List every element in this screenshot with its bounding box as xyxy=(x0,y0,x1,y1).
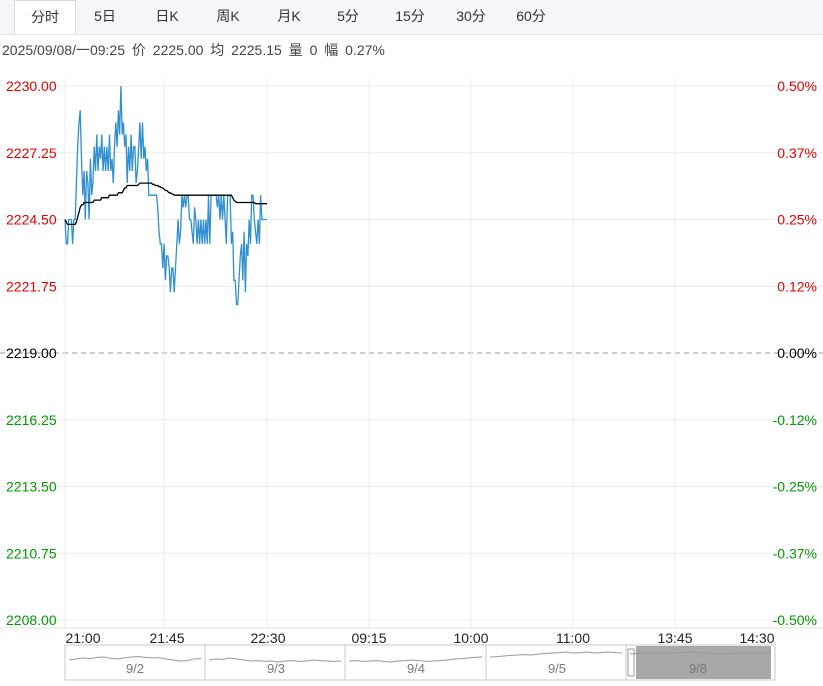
x-tick-label: 22:30 xyxy=(250,630,285,646)
price-line xyxy=(64,85,267,306)
x-tick-label: 21:45 xyxy=(149,630,184,646)
pct-tick-label: -0.37% xyxy=(773,545,817,561)
navigator-date-label: 9/4 xyxy=(407,661,425,676)
y-tick-label: 2230.00 xyxy=(6,78,57,94)
x-tick-label: 11:00 xyxy=(556,630,590,646)
chart-grid xyxy=(0,78,823,629)
tab-9[interactable]: 60分 xyxy=(516,8,546,24)
y-tick-label: 2221.75 xyxy=(6,278,57,294)
navigator-trend xyxy=(348,656,483,663)
price-axis: 2230.00 2227.25 2224.50 2221.75 2219.00 2216.… xyxy=(6,78,57,628)
navigator-trend xyxy=(489,651,623,658)
pct-tick-label: -0.12% xyxy=(773,412,817,428)
y-tick-label: 2216.25 xyxy=(6,412,57,428)
navigator-frame xyxy=(64,644,776,681)
time-axis: 21:00 21:45 22:30 09:15 10:00 11:00 13:45 14:30 xyxy=(65,630,774,646)
period-tab-bar: 分时 5日 日K 周K 月K 5分 15分 30分 60分 xyxy=(0,0,823,35)
y-tick-label: 2213.50 xyxy=(6,479,57,495)
navigator-date-label: 9/3 xyxy=(267,661,285,676)
pct-tick-label: -0.50% xyxy=(773,612,817,628)
pct-tick-label: 0.50% xyxy=(777,78,817,94)
info-datetime: 2025/09/08/一09:25 xyxy=(2,42,125,58)
navigator-date-label: 9/8 xyxy=(689,661,707,676)
y-tick-label: 2227.25 xyxy=(6,145,57,161)
tab-1[interactable]: 分时 xyxy=(14,0,76,34)
y-tick-label: 2219.00 xyxy=(6,345,57,361)
date-navigator[interactable]: 9/2 9/3 9/4 9/5 9/8 xyxy=(64,644,776,681)
x-tick-label: 10:00 xyxy=(453,630,488,646)
info-price-label: 价 xyxy=(131,42,146,58)
navigator-date-label: 9/2 xyxy=(126,661,144,676)
chart-series xyxy=(64,85,267,306)
percent-axis: 0.50% 0.37% 0.25% 0.12% 0.00% -0.12% -0.25% -0.… xyxy=(773,78,817,628)
y-tick-label: 2208.00 xyxy=(6,612,57,628)
pct-tick-label: 0.37% xyxy=(777,145,817,161)
tab-3[interactable]: 日K xyxy=(155,8,179,24)
quote-info-bar: 2025/09/08/一09:25 价 2225.00 均 2225.15 量 … xyxy=(2,40,388,60)
navigator-trend xyxy=(629,651,772,655)
y-tick-label: 2210.75 xyxy=(6,545,57,561)
tab-5[interactable]: 月K xyxy=(277,8,301,24)
navigator-selection xyxy=(636,646,771,679)
pct-tick-label: 0.25% xyxy=(777,212,817,228)
navigator-date-label: 9/5 xyxy=(548,661,566,676)
tab-2[interactable]: 5日 xyxy=(94,8,116,24)
info-price: 2225.00 xyxy=(152,42,204,58)
pct-tick-label: -0.25% xyxy=(773,479,817,495)
info-volume-label: 量 xyxy=(288,42,303,58)
info-amplitude: 0.27% xyxy=(345,42,385,58)
tab-6[interactable]: 5分 xyxy=(337,8,359,24)
navigator-trend xyxy=(68,656,202,662)
info-avg-label: 均 xyxy=(210,42,225,58)
navigator-handle xyxy=(627,648,635,677)
tab-7[interactable]: 15分 xyxy=(395,8,425,24)
tab-8[interactable]: 30分 xyxy=(456,8,486,24)
x-tick-label: 21:00 xyxy=(65,630,100,646)
info-amplitude-label: 幅 xyxy=(324,42,339,58)
x-tick-label: 09:15 xyxy=(351,630,386,646)
pct-tick-label: 0.12% xyxy=(777,278,817,294)
info-volume: 0 xyxy=(309,42,318,58)
y-tick-label: 2224.50 xyxy=(6,212,57,228)
info-avg: 2225.15 xyxy=(231,42,282,58)
navigator-trend xyxy=(208,657,342,663)
x-tick-label: 14:30 xyxy=(739,630,774,646)
avg-price-line xyxy=(64,182,267,226)
tab-4[interactable]: 周K xyxy=(216,8,240,24)
x-tick-label: 13:45 xyxy=(657,630,692,646)
pct-tick-label: 0.00% xyxy=(777,345,817,361)
